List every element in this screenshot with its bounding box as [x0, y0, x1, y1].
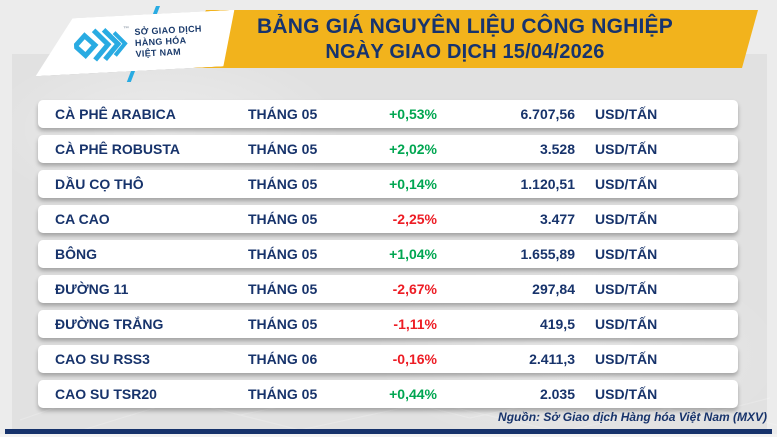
- bottom-edge-strip: [0, 434, 777, 437]
- price-unit: USD/TẤN: [595, 316, 658, 332]
- price-value: 3.477: [539, 211, 575, 227]
- contract-month: THÁNG 05: [248, 316, 318, 332]
- price-value: 2.035: [539, 386, 575, 402]
- table-row: CAO SU TSR20 THÁNG 05 +0,44% 2.035 USD/T…: [38, 380, 738, 408]
- table-row: CA CAO THÁNG 05 -2,25% 3.477 USD/TẤN: [38, 205, 738, 233]
- percent-change: -2,25%: [392, 211, 437, 227]
- commodity-name: DẦU CỌ THÔ: [55, 176, 144, 192]
- table-row: ĐƯỜNG TRẮNG THÁNG 05 -1,11% 419,5 USD/TẤ…: [38, 310, 738, 338]
- title-banner: BẢNG GIÁ NGUYÊN LIỆU CÔNG NGHIỆP NGÀY GI…: [172, 10, 758, 68]
- commodity-name: BÔNG: [55, 246, 97, 262]
- percent-change: +2,02%: [389, 141, 437, 157]
- percent-change: -0,16%: [392, 351, 437, 367]
- trademark-symbol: ™: [123, 26, 130, 33]
- contract-month: THÁNG 05: [248, 141, 318, 157]
- percent-change: +1,04%: [389, 246, 437, 262]
- price-value: 297,84: [532, 281, 575, 297]
- price-unit: USD/TẤN: [595, 141, 658, 157]
- commodity-name: ĐƯỜNG 11: [55, 281, 129, 297]
- mxv-logo-card: ™ SỞ GIAO DỊCH HÀNG HÓA VIỆT NAM: [33, 10, 238, 76]
- price-unit: USD/TẤN: [595, 211, 658, 227]
- percent-change: -2,67%: [392, 281, 437, 297]
- price-value: 2.411,3: [529, 351, 575, 367]
- price-unit: USD/TẤN: [595, 351, 658, 367]
- commodity-name: CA CAO: [55, 211, 110, 227]
- mxv-logo-icon: ™: [73, 24, 129, 65]
- page-subtitle-date: NGÀY GIAO DỊCH 15/04/2026: [325, 40, 605, 63]
- commodity-name: CAO SU TSR20: [55, 386, 157, 402]
- table-row: CÀ PHÊ ARABICA THÁNG 05 +0,53% 6.707,56 …: [38, 100, 738, 128]
- commodity-name: ĐƯỜNG TRẮNG: [55, 316, 164, 332]
- price-unit: USD/TẤN: [595, 106, 658, 122]
- contract-month: THÁNG 05: [248, 246, 318, 262]
- page-title: BẢNG GIÁ NGUYÊN LIỆU CÔNG NGHIỆP: [257, 14, 673, 38]
- contract-month: THÁNG 05: [248, 281, 318, 297]
- price-value: 1.655,89: [520, 246, 576, 262]
- table-row: DẦU CỌ THÔ THÁNG 05 +0,14% 1.120,51 USD/…: [38, 170, 738, 198]
- commodity-name: CAO SU RSS3: [55, 351, 150, 367]
- price-unit: USD/TẤN: [595, 176, 658, 192]
- price-unit: USD/TẤN: [595, 386, 658, 402]
- percent-change: +0,53%: [389, 106, 437, 122]
- contract-month: THÁNG 05: [248, 211, 318, 227]
- price-value: 1.120,51: [520, 176, 576, 192]
- percent-change: +0,14%: [389, 176, 437, 192]
- price-unit: USD/TẤN: [595, 281, 658, 297]
- price-value: 6.707,56: [520, 106, 576, 122]
- table-row: CÀ PHÊ ROBUSTA THÁNG 05 +2,02% 3.528 USD…: [38, 135, 738, 163]
- commodity-name: CÀ PHÊ ROBUSTA: [55, 141, 180, 157]
- mxv-logo-text: SỞ GIAO DỊCH HÀNG HÓA VIỆT NAM: [134, 23, 203, 59]
- percent-change: +0,44%: [389, 386, 437, 402]
- contract-month: THÁNG 05: [248, 176, 318, 192]
- table-row: ĐƯỜNG 11 THÁNG 05 -2,67% 297,84 USD/TẤN: [38, 275, 738, 303]
- price-value: 419,5: [539, 316, 575, 332]
- percent-change: -1,11%: [393, 316, 437, 332]
- contract-month: THÁNG 06: [248, 351, 318, 367]
- source-attribution: Nguồn: Sở Giao dịch Hàng hóa Việt Nam (M…: [498, 410, 767, 424]
- contract-month: THÁNG 05: [248, 106, 318, 122]
- bottom-navy-bar: [5, 429, 772, 434]
- table-row: CAO SU RSS3 THÁNG 06 -0,16% 2.411,3 USD/…: [38, 345, 738, 373]
- price-unit: USD/TẤN: [595, 246, 658, 262]
- commodity-name: CÀ PHÊ ARABICA: [55, 106, 176, 122]
- contract-month: THÁNG 05: [248, 386, 318, 402]
- table-row: BÔNG THÁNG 05 +1,04% 1.655,89 USD/TẤN: [38, 240, 738, 268]
- price-value: 3.528: [539, 141, 575, 157]
- price-table: CÀ PHÊ ARABICA THÁNG 05 +0,53% 6.707,56 …: [38, 100, 738, 415]
